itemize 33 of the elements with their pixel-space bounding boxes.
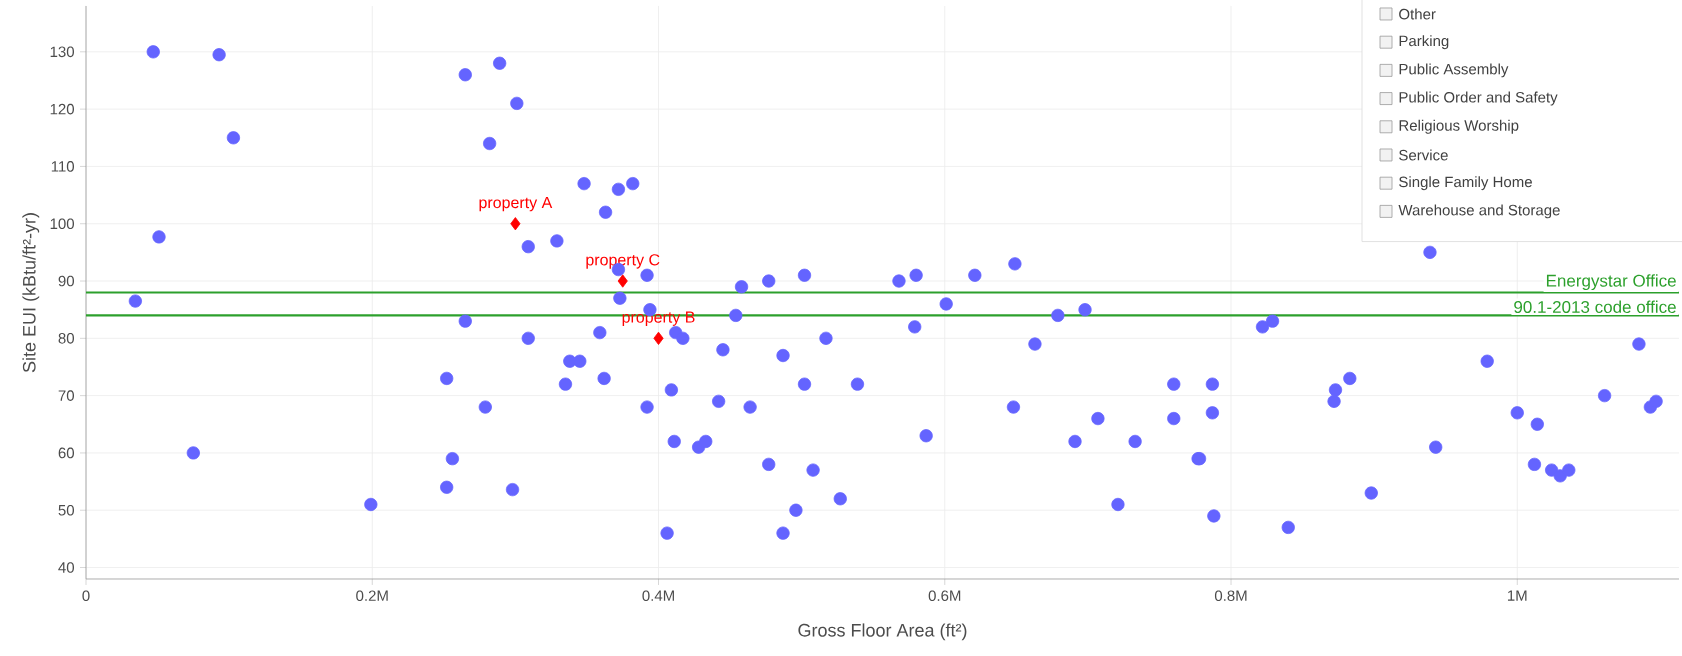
y-tick-label: 130 [50,46,75,58]
annotation: property A [479,197,553,212]
y-tick-label: 100 [50,218,75,230]
point [617,274,628,288]
y-tick-label: 50 [58,504,75,516]
annotation: Parking [1399,35,1449,50]
y-tick-label: 40 [58,562,75,573]
annotation: Religious Worship [1399,119,1519,134]
y-tick-label: 90 [58,275,75,287]
annotation: Public Order and Safety [1399,91,1558,106]
point [510,217,521,231]
point [653,331,664,345]
y-tick-label: 80 [58,333,75,344]
ref-line-label: Energystar Office [1546,274,1676,291]
annotation: Other [1399,8,1436,20]
y-tick-label: 110 [51,161,75,172]
x-tick-label: 0.4M [642,590,674,602]
ref-line-label: 90.1-2013 code office [1514,300,1676,313]
x-tick-label: 0.2M [356,590,388,602]
annotation: Service [1399,149,1448,161]
y-tick-label: 70 [58,390,75,401]
x-tick-label: 0.6M [928,590,961,602]
x-tick-label: 1M [1507,590,1527,601]
x-tick-label: 0.8M [1214,590,1247,602]
annotation: Public Assembly [1399,63,1509,78]
annotation: Single Family Home [1399,176,1532,191]
annotation: property C [586,254,660,269]
y-tick-label: 60 [58,447,75,459]
x-axis-title: Gross Floor Area (ft²) [798,623,967,641]
y-axis-title: Site EUI (kBtu/ft²-yr) [22,213,40,373]
annotation: Warehouse and Storage [1398,204,1560,219]
y-tick-label: 120 [50,103,75,115]
x-tick-label: 0 [82,590,90,602]
